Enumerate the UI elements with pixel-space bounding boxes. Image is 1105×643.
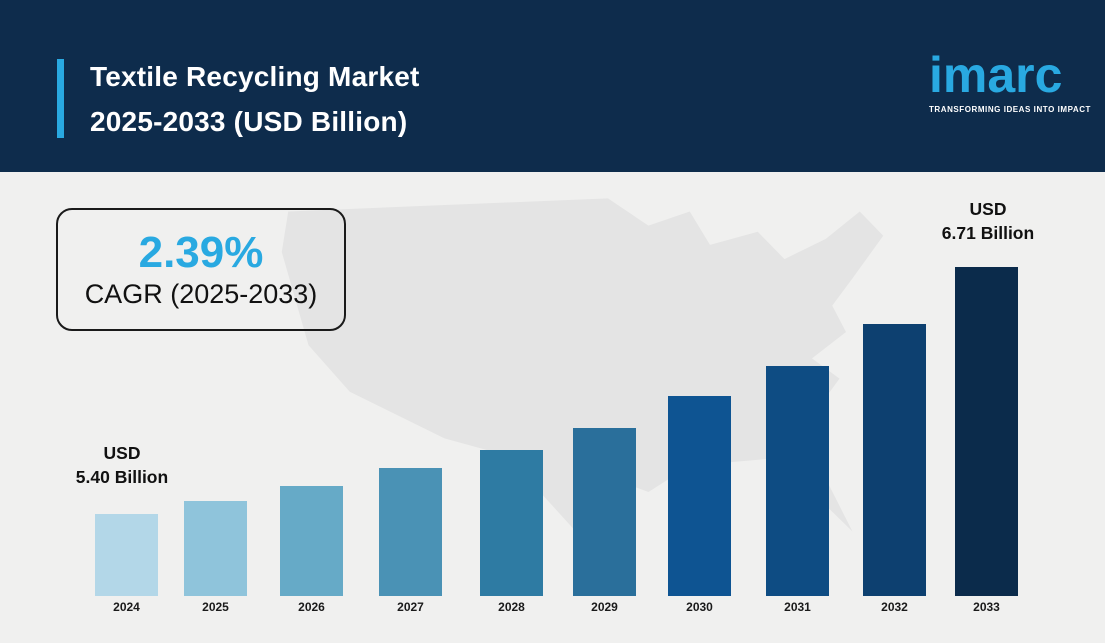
page-title-line1: Textile Recycling Market [90, 61, 420, 92]
cagr-label: CAGR (2025-2033) [84, 278, 318, 309]
x-tick-2030: 2030 [686, 600, 713, 614]
cagr-value: 2.39% [138, 227, 264, 277]
value-label-2033-currency: USD [969, 199, 1007, 219]
bar-2026 [280, 486, 343, 596]
page-title: Textile Recycling Market 2025-2033 (USD … [90, 54, 420, 144]
x-tick-2029: 2029 [591, 600, 618, 614]
bar-2025 [184, 501, 247, 596]
x-tick-2033: 2033 [973, 600, 1000, 614]
value-label-2024-amount: 5.40 Billion [75, 467, 169, 487]
bar-2028 [480, 450, 543, 596]
page-title-line2: 2025-2033 (USD Billion) [90, 106, 408, 137]
x-tick-2025: 2025 [202, 600, 229, 614]
cagr-box: 2.39% CAGR (2025-2033) [56, 208, 346, 331]
imarc-logo: imarc TRANSFORMING IDEAS INTO IMPACT [929, 47, 1091, 114]
x-tick-2031: 2031 [784, 600, 811, 614]
value-label-2033: USD 6.71 Billion [898, 197, 1078, 245]
value-label-2033-amount: 6.71 Billion [941, 223, 1035, 243]
imarc-logo-tagline: TRANSFORMING IDEAS INTO IMPACT [929, 105, 1091, 114]
usa-map-silhouette [281, 198, 884, 545]
imarc-logo-wordmark: imarc [929, 47, 1063, 103]
bar-2027 [379, 468, 442, 596]
bar-2030 [668, 396, 731, 596]
value-label-2024: USD 5.40 Billion [32, 441, 212, 489]
title-accent-bar [57, 59, 64, 138]
x-tick-2027: 2027 [397, 600, 424, 614]
x-tick-2032: 2032 [881, 600, 908, 614]
x-tick-2024: 2024 [113, 600, 140, 614]
bar-2029 [573, 428, 636, 596]
value-label-2024-currency: USD [103, 443, 141, 463]
bar-2024 [95, 514, 158, 596]
x-tick-2028: 2028 [498, 600, 525, 614]
bar-2033 [955, 267, 1018, 596]
bar-2032 [863, 324, 926, 596]
bar-2031 [766, 366, 829, 596]
header: Textile Recycling Market 2025-2033 (USD … [0, 0, 1105, 172]
x-tick-2026: 2026 [298, 600, 325, 614]
